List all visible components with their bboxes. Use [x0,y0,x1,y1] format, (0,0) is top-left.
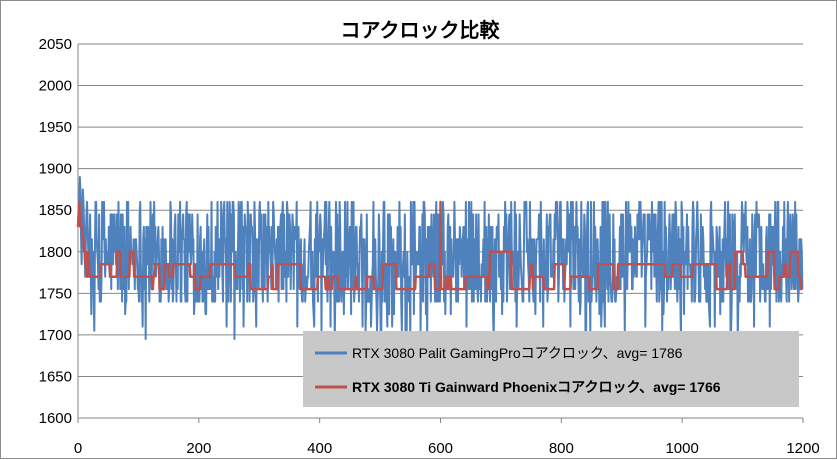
y-axis-ticks: 1600 1650 1700 1750 1800 1850 1900 1950 2000 2050 [39,36,72,427]
x-tick-label: 200 [186,440,211,457]
x-tick-label: 0 [74,440,82,457]
x-tick-label: 1000 [665,440,698,457]
y-tick-label: 1600 [39,410,72,427]
y-tick-label: 1700 [39,327,72,344]
y-tick-label: 2000 [39,78,72,95]
series-line-gainward [76,200,804,291]
y-tick-label: 1750 [39,285,72,302]
x-tick-label: 600 [428,440,453,457]
y-tick-label: 1650 [39,368,72,385]
y-tick-label: 1850 [39,202,72,219]
y-tick-label: 2050 [39,36,72,53]
y-tick-label: 1900 [39,161,72,178]
y-tick-label: 1950 [39,119,72,136]
x-tick-label: 1200 [786,440,819,457]
x-axis-ticks: 0 200 400 600 800 1000 1200 [74,418,820,457]
legend-label-palit: RTX 3080 Palit GamingProコアクロック、avg= 1786 [352,345,683,361]
x-tick-label: 400 [307,440,332,457]
y-tick-label: 1800 [39,244,72,261]
series-lines [76,175,804,341]
chart-title: コアクロック比較 [341,18,501,42]
legend: RTX 3080 Palit GamingProコアクロック、avg= 1786… [303,331,799,407]
legend-label-gainward: RTX 3080 Ti Gainward Phoenixコアクロック、avg= … [352,379,721,395]
legend-box [303,331,799,407]
x-tick-label: 800 [549,440,574,457]
